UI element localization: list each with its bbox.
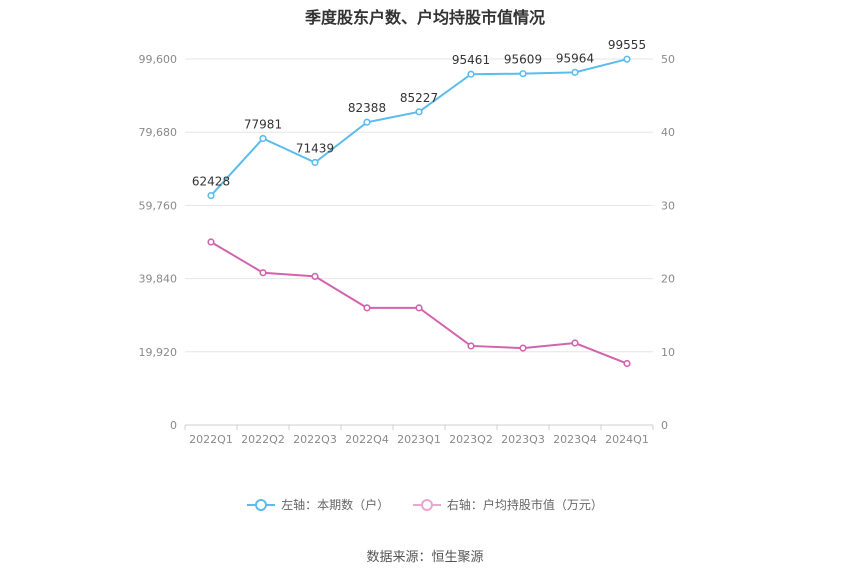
- legend-line-circle-icon: [412, 498, 441, 511]
- data-label: 71439: [296, 141, 334, 155]
- data-source: 数据来源：恒生聚源: [366, 550, 484, 565]
- legend-label: 左轴：本期数（户）: [281, 498, 390, 512]
- data-labels: 62428 77981 71439 82388 85227 95461 95609 95964…: [192, 38, 646, 188]
- x-axis-tick-label: 2022Q2: [241, 433, 285, 446]
- data-point: [623, 359, 631, 368]
- left-axis-tick-label: 99,600: [139, 53, 178, 66]
- data-point: [415, 304, 423, 312]
- x-axis-tick-label: 2024Q1: [605, 433, 649, 446]
- grid-lines: [185, 58, 653, 426]
- chart-title: 季度股东户数、户均持股市值情况: [304, 8, 545, 27]
- legend-label: 右轴：户均持股市值（万元）: [446, 498, 603, 512]
- axes: 0 0 19,920 10 39,840 20 59,760 30 79,680 40 99,600…: [139, 53, 676, 446]
- data-point: [519, 344, 527, 352]
- left-axis-tick-label: 0: [170, 419, 177, 432]
- x-axis-tick-label: 2022Q3: [293, 433, 337, 446]
- right-axis-tick-label: 50: [661, 53, 675, 66]
- x-axis-tick-label: 2022Q1: [189, 433, 233, 446]
- data-point: [363, 118, 371, 126]
- x-axis-tick-label: 2023Q1: [397, 433, 441, 446]
- series-lines: [207, 55, 631, 368]
- data-label: 95461: [452, 53, 490, 67]
- series-line-avg-value: [210, 241, 628, 365]
- left-axis-tick-label: 19,920: [139, 346, 178, 359]
- data-label: 62428: [192, 175, 230, 189]
- legend-line-circle-icon: [247, 498, 276, 511]
- x-axis-tick-label: 2023Q4: [553, 433, 597, 446]
- data-point: [207, 238, 215, 246]
- data-point: [571, 339, 579, 347]
- right-axis-tick-label: 0: [661, 419, 668, 432]
- data-point: [207, 191, 215, 200]
- x-axis-tick-label: 2023Q3: [501, 433, 545, 446]
- right-axis-tick-label: 20: [661, 273, 675, 286]
- legend: 左轴：本期数（户） 右轴：户均持股市值（万元）: [0, 496, 850, 515]
- left-axis-tick-label: 79,680: [139, 126, 178, 139]
- left-axis-tick-label: 59,760: [139, 199, 178, 212]
- data-point: [259, 269, 267, 277]
- legend-item-households[interactable]: 左轴：本期数（户）: [247, 496, 389, 513]
- right-axis-tick-label: 30: [661, 199, 675, 212]
- legend-item-avg-value[interactable]: 右轴：户均持股市值（万元）: [412, 496, 603, 513]
- data-label: 85227: [400, 91, 438, 105]
- data-label: 95609: [504, 53, 542, 67]
- data-point: [415, 108, 423, 116]
- data-point: [311, 272, 319, 281]
- x-axis-tick-label: 2023Q2: [449, 433, 493, 446]
- data-point: [519, 70, 527, 78]
- data-point: [623, 55, 631, 63]
- right-axis-tick-label: 40: [661, 126, 675, 139]
- data-point: [571, 68, 579, 76]
- data-label: 95964: [556, 51, 594, 65]
- data-point: [259, 134, 267, 143]
- data-label: 99555: [608, 38, 646, 52]
- data-point: [311, 158, 319, 167]
- left-axis-tick-label: 39,840: [139, 273, 178, 286]
- data-point: [467, 70, 475, 78]
- data-label: 82388: [348, 101, 386, 115]
- x-axis-tick-label: 2022Q4: [345, 433, 389, 446]
- data-point: [467, 342, 475, 350]
- data-point: [363, 304, 371, 312]
- data-label: 77981: [244, 117, 282, 131]
- right-axis-tick-label: 10: [661, 346, 675, 359]
